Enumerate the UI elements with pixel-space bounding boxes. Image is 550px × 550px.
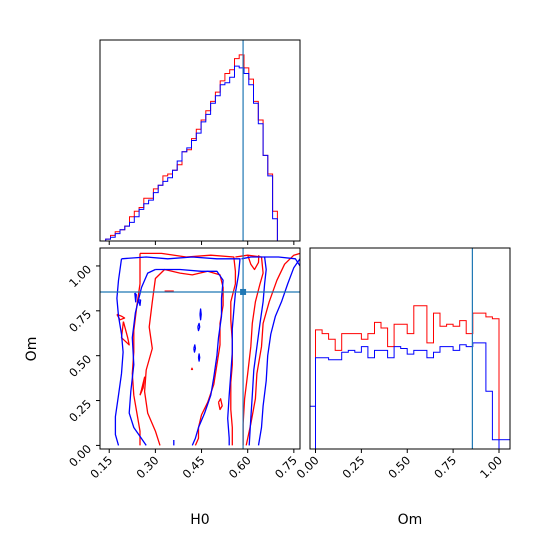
contour-truth-marker (240, 288, 247, 295)
h0-histogram-ticks (108, 241, 295, 245)
h0-histogram-panel (99, 39, 301, 245)
contour-line-red-1 (131, 253, 141, 446)
h0-histogram-plot-area (100, 54, 283, 242)
contour-line-red-5 (247, 254, 260, 271)
contour-line-blue-10 (197, 322, 201, 332)
contour-line-red-11 (190, 367, 194, 371)
contour-line-blue-2 (128, 268, 156, 446)
contour-line-blue-11 (193, 344, 197, 353)
contour-line-blue-6 (257, 258, 300, 446)
h0-histogram-series-red (100, 54, 283, 242)
contour-frame (99, 247, 301, 450)
y-axis-label-om: Om (24, 337, 40, 362)
h0-histogram-series-blue (100, 65, 283, 242)
contour-line-blue-7 (134, 292, 137, 303)
om-histogram-series-red (315, 305, 500, 449)
contour-line-red-3 (245, 252, 300, 446)
om-histogram-frame (309, 247, 511, 450)
contour-line-blue-4 (241, 256, 267, 446)
contour-line-red-8 (120, 321, 130, 346)
x-axis-label-h0: H0 (190, 512, 209, 528)
contour-line-blue-0 (121, 256, 241, 446)
om-histogram-series-blue (310, 342, 500, 449)
x-axis-label-om: Om (398, 512, 423, 528)
contour-line-red-9 (139, 376, 146, 396)
contour-line-red-0 (140, 252, 237, 446)
h0-histogram-frame (99, 39, 301, 242)
om-histogram-plot-area (310, 305, 510, 449)
contour-line-red-6 (217, 398, 223, 411)
contour-plot-area (114, 252, 300, 446)
contour-line-blue-8 (137, 299, 142, 307)
contour-truth-lines (100, 248, 300, 449)
contour-panel: 0.15 0.30 0.45 0.60 0.750.000.250.500.751.00… (24, 247, 301, 528)
contour-line-blue-9 (199, 308, 202, 321)
contour-line-blue-12 (197, 353, 201, 362)
contour-line-blue-3 (155, 268, 224, 446)
